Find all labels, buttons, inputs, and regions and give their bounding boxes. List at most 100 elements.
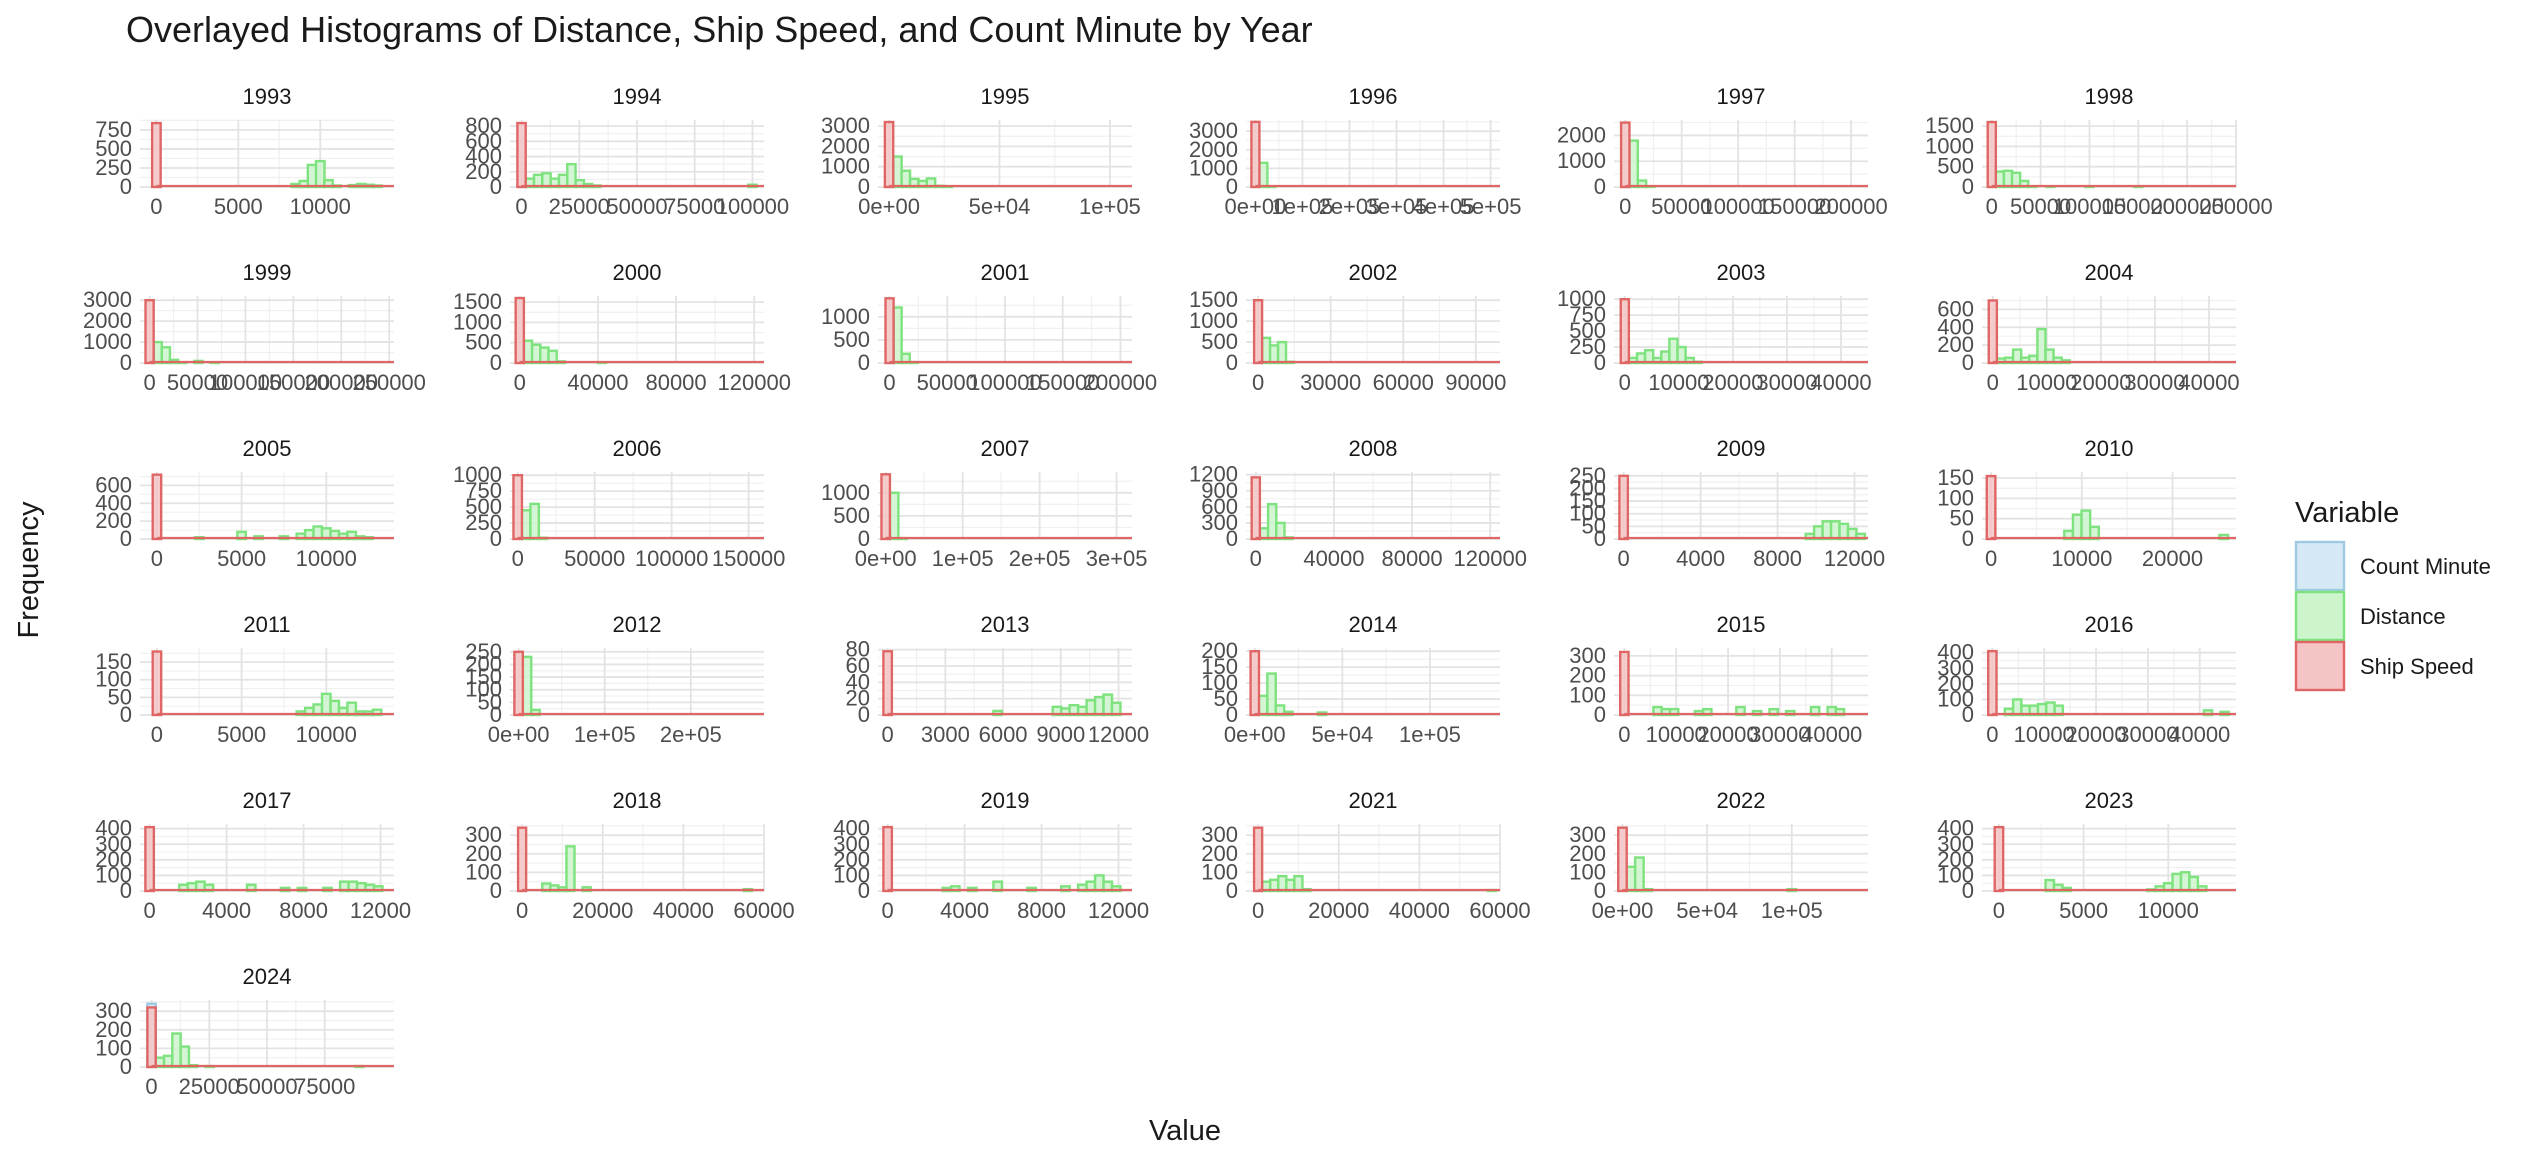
x-tick-label: 200000: [305, 370, 378, 395]
x-tick-label: 5e+05: [1460, 194, 1522, 219]
facet-strip-label: 2021: [1349, 788, 1398, 813]
x-tick-label: 40000: [1303, 546, 1364, 571]
y-tick-label: 0: [490, 702, 502, 727]
y-tick-label: 150: [1569, 488, 1606, 513]
histogram-bar-distance: [1276, 340, 1288, 365]
x-tick-label: 150000: [1758, 194, 1831, 219]
y-tick-label: 0: [120, 174, 132, 199]
y-tick-label: 400: [1937, 816, 1974, 841]
x-tick-label: 0: [1985, 546, 1997, 571]
x-tick-label: 20000: [2065, 722, 2126, 747]
x-tick-label: 0: [1618, 722, 1630, 747]
x-tick-label: 25000: [179, 1074, 240, 1099]
y-tick-label: 2000: [83, 308, 132, 333]
histogram-bar-distance: [152, 340, 164, 365]
x-tick-label: 12000: [1824, 546, 1885, 571]
x-tick-label: 40000: [653, 898, 714, 923]
x-tick-label: 60000: [1469, 898, 1530, 923]
x-tick-label: 3e+05: [1366, 194, 1428, 219]
histogram-bar-distance: [1668, 337, 1679, 365]
x-tick-label: 100000: [968, 370, 1041, 395]
y-tick-label: 400: [95, 490, 132, 515]
x-tick-label: 100000: [2053, 194, 2126, 219]
x-tick-label: 1e+05: [574, 722, 636, 747]
legend-items: Count Minute Distance Ship Speed: [2294, 540, 2491, 692]
y-tick-label: 0: [120, 702, 132, 727]
y-tick-label: 250: [1569, 463, 1606, 488]
legend-swatch: [2294, 590, 2346, 642]
x-tick-label: 200000: [2150, 194, 2223, 219]
y-tick-label: 0: [858, 702, 870, 727]
x-tick-label: 20000: [2142, 546, 2203, 571]
x-tick-label: 0: [1252, 898, 1264, 923]
legend-label: Distance: [2360, 604, 2446, 629]
y-tick-label: 50: [1950, 506, 1974, 531]
x-tick-label: 0: [1252, 370, 1264, 395]
y-tick-label: 20: [846, 686, 870, 711]
x-tick-label: 8000: [1017, 898, 1066, 923]
y-tick-label: 200: [833, 847, 870, 872]
histogram-bar-ship-speed: [144, 298, 155, 365]
y-tick-label: 250: [465, 510, 502, 535]
y-tick-label: 3000: [821, 113, 870, 138]
y-tick-label: 2000: [1557, 122, 1606, 147]
y-tick-label: 0: [1594, 174, 1606, 199]
y-tick-label: 600: [1201, 494, 1238, 519]
legend-item-ship-speed: Ship Speed: [2294, 640, 2474, 692]
x-tick-label: 0: [515, 194, 527, 219]
x-tick-label: 0: [512, 546, 524, 571]
y-tick-label: 0: [858, 878, 870, 903]
x-tick-label: 3e+05: [1086, 546, 1148, 571]
histogram-bar-distance: [1085, 699, 1097, 717]
histogram-bar-distance: [1293, 874, 1304, 893]
histogram-bar-distance: [1257, 694, 1269, 717]
histogram-bar-ship-speed: [1252, 826, 1264, 893]
histogram-bar-distance: [1676, 345, 1687, 365]
x-tick-label: 10000: [290, 194, 351, 219]
y-tick-label: 200: [1201, 638, 1238, 663]
histogram-bar-ship-speed: [150, 121, 162, 189]
histogram-bar-distance: [2002, 169, 2014, 189]
x-tick-label: 50000: [606, 194, 667, 219]
facet-strip-label: 2022: [1717, 788, 1766, 813]
histogram-bar-distance: [892, 155, 903, 189]
x-tick-label: 30000: [1756, 370, 1817, 395]
histogram-bar-distance: [892, 306, 903, 365]
histogram-bar-ship-speed: [1618, 474, 1630, 541]
facet-strip-label: 2015: [1717, 612, 1766, 637]
x-tick-label: 75000: [664, 194, 725, 219]
histogram-bar-distance: [160, 346, 172, 365]
y-tick-label: 500: [833, 327, 870, 352]
histogram-bar-distance: [530, 343, 542, 365]
y-tick-label: 500: [1201, 329, 1238, 354]
x-tick-label: 1e+05: [1272, 194, 1334, 219]
x-tick-label: 50000: [1651, 194, 1712, 219]
y-tick-label: 1000: [453, 462, 502, 487]
y-tick-label: 3000: [1189, 118, 1238, 143]
y-tick-label: 500: [95, 136, 132, 161]
legend-swatch: [2294, 640, 2346, 692]
y-tick-label: 0: [858, 174, 870, 199]
histogram-bar-ship-speed: [516, 826, 528, 893]
y-tick-label: 300: [465, 822, 502, 847]
y-tick-label: 200: [95, 508, 132, 533]
histogram-bar-distance: [1266, 502, 1278, 541]
y-tick-label: 750: [95, 117, 132, 142]
y-tick-label: 0: [120, 350, 132, 375]
y-tick-label: 200: [465, 651, 502, 676]
facet-strip-label: 2004: [2085, 260, 2134, 285]
histogram-bar-distance: [520, 509, 532, 541]
histogram-bar-ship-speed: [883, 120, 895, 189]
y-tick-label: 600: [95, 472, 132, 497]
histogram-bar-ship-speed: [1986, 120, 1998, 189]
histogram-bar-ship-speed: [151, 473, 163, 541]
y-tick-label: 300: [95, 831, 132, 856]
